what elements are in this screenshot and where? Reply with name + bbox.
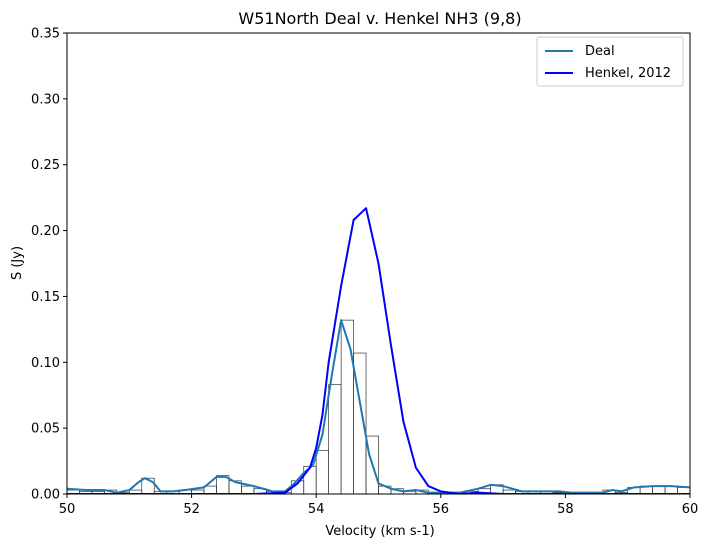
series-line-deal <box>67 319 690 494</box>
plot-frame <box>66 32 691 495</box>
chart-title: W51North Deal v. Henkel NH3 (9,8) <box>238 9 521 28</box>
y-tick-label: 0.05 <box>31 422 60 437</box>
legend-label-henkel: Henkel, 2012 <box>585 66 671 81</box>
x-tick-label: 60 <box>682 502 699 517</box>
legend-box <box>536 36 684 87</box>
legend-label-deal: Deal <box>585 44 615 59</box>
y-tick-label: 0.10 <box>31 356 60 371</box>
y-tick-label: 0.30 <box>31 92 60 107</box>
series-line-henkel <box>67 207 690 494</box>
axis-ticks: 50 52 54 56 58 60 0.00 0.05 0.10 0.15 0.20 0.25 0.30… <box>31 27 698 518</box>
y-tick-label: 0.20 <box>31 224 60 239</box>
x-tick-label: 56 <box>433 502 450 517</box>
x-tick-label: 52 <box>183 502 200 517</box>
x-tick-label: 50 <box>59 502 76 517</box>
histogram-bin <box>365 435 379 494</box>
y-tick-label: 0.15 <box>31 290 60 305</box>
y-axis-label: S (Jy) <box>10 246 25 280</box>
x-tick-label: 54 <box>308 502 325 517</box>
x-axis-label: Velocity (km s-1) <box>325 524 434 539</box>
y-tick-label: 0.35 <box>31 27 60 42</box>
y-tick-label: 0.00 <box>31 488 60 503</box>
x-tick-label: 58 <box>557 502 574 517</box>
plot-area <box>66 32 691 495</box>
legend: Deal Henkel, 2012 <box>536 36 684 87</box>
y-tick-label: 0.25 <box>31 158 60 173</box>
